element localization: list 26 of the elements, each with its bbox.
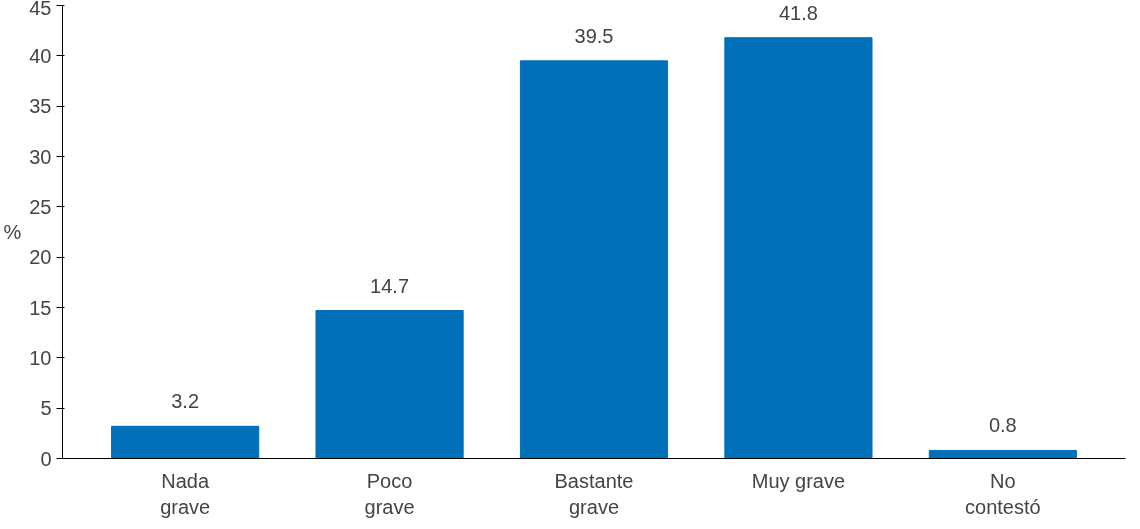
y-tick-label: 5 — [40, 397, 52, 420]
y-tick-label: 30 — [29, 145, 52, 168]
y-tick-label: 10 — [29, 346, 52, 369]
bar — [315, 310, 464, 459]
data-label: 3.2 — [171, 390, 200, 413]
y-tick-label: 15 — [29, 296, 52, 319]
y-axis-title: % — [3, 221, 22, 243]
x-tick-label: Poco grave — [364, 469, 415, 518]
x-tick-label: No contestó — [965, 469, 1041, 518]
x-tick-label: Muy grave — [751, 469, 846, 492]
bar — [111, 425, 260, 459]
y-tick-label: 25 — [29, 195, 52, 218]
x-tick-label: Bastante grave — [554, 469, 634, 518]
y-tick-label: 20 — [29, 246, 52, 269]
y-tick-label: 40 — [29, 44, 52, 67]
data-label: 41.8 — [778, 1, 818, 24]
data-label: 14.7 — [370, 274, 410, 297]
data-label: 39.5 — [574, 24, 614, 47]
y-tick-label: 35 — [29, 95, 52, 118]
bar — [519, 60, 669, 459]
bar — [928, 449, 1077, 459]
bar — [724, 37, 873, 459]
data-label: 0.8 — [988, 414, 1017, 437]
y-tick-label: 0 — [40, 447, 52, 470]
y-tick-label: 45 — [29, 0, 52, 19]
x-tick-label: Nada grave — [160, 469, 211, 518]
